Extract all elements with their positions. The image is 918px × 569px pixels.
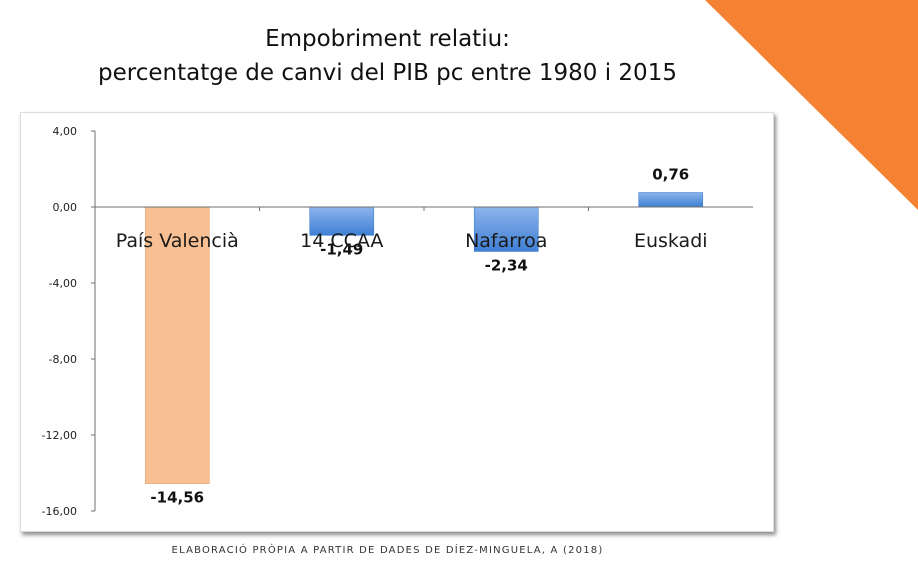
chart-title: Empobriment relatiu: percentatge de canv…	[0, 22, 775, 90]
title-line-1: Empobriment relatiu:	[265, 26, 510, 52]
source-note: ELABORACIÓ PRÒPIA A PARTIR DE DADES DE D…	[171, 545, 604, 556]
y-tick-label-2: -4,00	[49, 277, 77, 290]
bar-chart: 4,00 0,00 -4,00 -8,00 -12,00 -16,00 -14,56 Paí…	[42, 125, 753, 518]
chart-frame: 4,00 0,00 -4,00 -8,00 -12,00 -16,00 -14,56 Paí…	[20, 112, 774, 532]
data-label-0: -14,56	[150, 489, 204, 507]
category-label-1: 14 CCAA	[300, 230, 383, 252]
category-label-2: Nafarroa	[465, 230, 547, 252]
y-tick-label-3: -8,00	[49, 353, 77, 366]
y-tick-label-4: -12,00	[42, 429, 77, 442]
y-tick-label-0: 4,00	[53, 125, 78, 138]
axis-layer: 4,00 0,00 -4,00 -8,00 -12,00 -16,00	[42, 125, 753, 518]
data-label-3: 0,76	[652, 166, 689, 184]
category-label-3: Euskadi	[634, 230, 708, 252]
data-label-2: -2,34	[485, 256, 528, 274]
orange-triangle	[705, 0, 918, 210]
y-tick-label-1: 0,00	[53, 201, 78, 214]
title-line-2: percentatge de canvi del PIB pc entre 19…	[98, 60, 677, 86]
category-label-0: País Valencià	[116, 230, 239, 252]
data-label-1: -1,49	[320, 240, 363, 258]
bar-1	[309, 206, 375, 236]
bar-3	[638, 192, 704, 208]
y-tick-label-5: -16,00	[42, 505, 77, 518]
